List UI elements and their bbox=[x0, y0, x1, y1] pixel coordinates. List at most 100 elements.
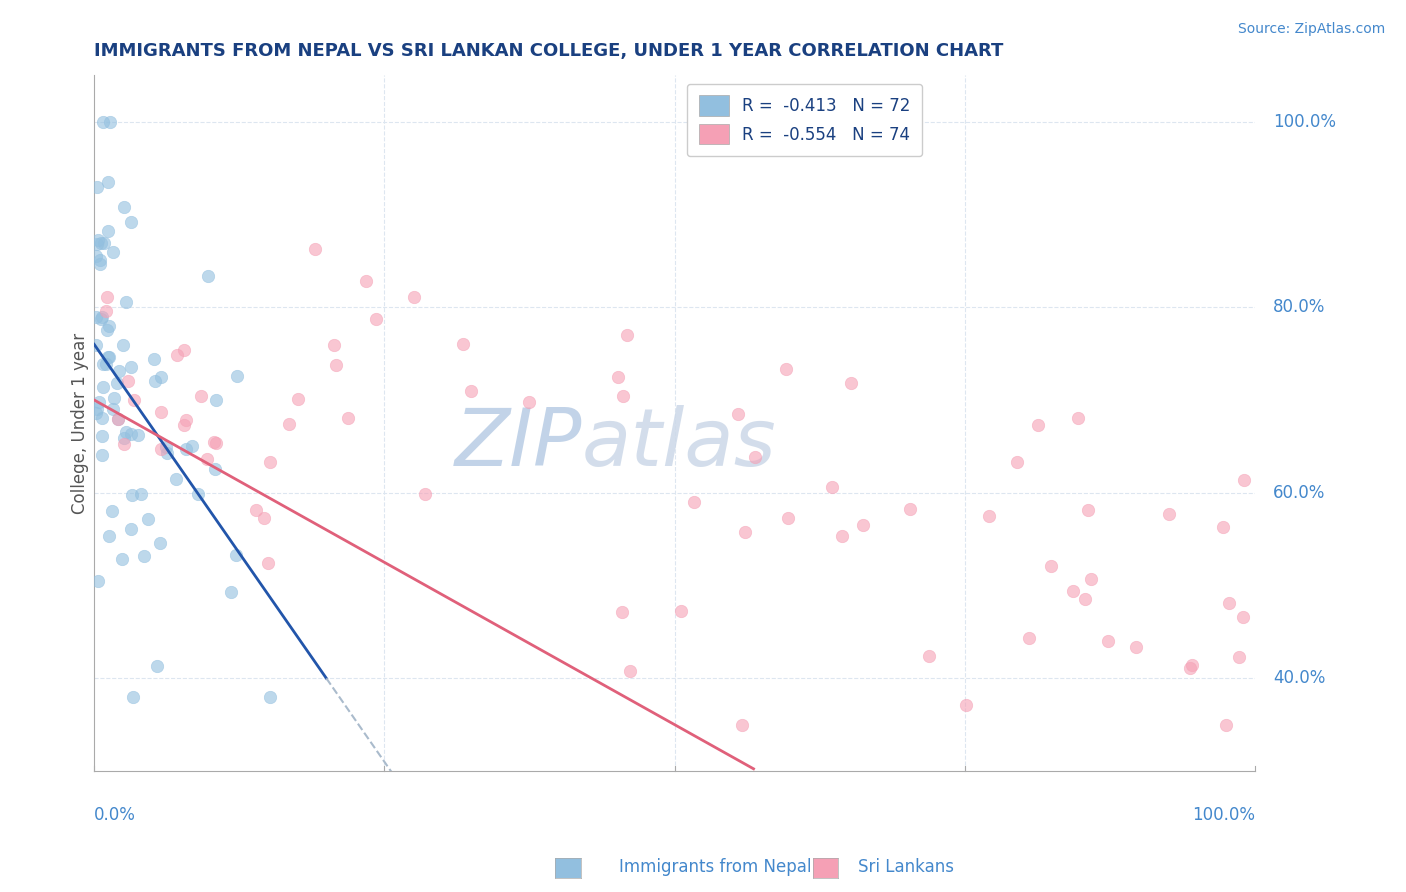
Point bbox=[91, 357, 114, 371]
Point bbox=[149, 405, 172, 419]
Point bbox=[1233, 473, 1256, 487]
Point bbox=[1040, 559, 1063, 574]
Point bbox=[150, 369, 173, 384]
Point bbox=[955, 698, 977, 713]
Point bbox=[1018, 631, 1040, 645]
Point bbox=[606, 370, 628, 384]
Text: 40.0%: 40.0% bbox=[1272, 669, 1326, 688]
Point bbox=[87, 574, 110, 588]
Point bbox=[86, 401, 108, 416]
Point bbox=[1097, 633, 1119, 648]
Point bbox=[616, 327, 638, 342]
Point bbox=[245, 502, 267, 516]
Point bbox=[1159, 507, 1181, 521]
Text: 100.0%: 100.0% bbox=[1272, 112, 1336, 130]
Text: Source: ZipAtlas.com: Source: ZipAtlas.com bbox=[1237, 22, 1385, 37]
Point bbox=[96, 224, 118, 238]
Point bbox=[174, 442, 197, 456]
Point bbox=[155, 441, 177, 455]
Point bbox=[734, 524, 756, 539]
Point bbox=[101, 401, 124, 416]
Point bbox=[121, 522, 143, 536]
Point bbox=[225, 368, 247, 383]
Point bbox=[107, 411, 129, 425]
Point bbox=[165, 471, 187, 485]
Text: 0.0%: 0.0% bbox=[94, 806, 136, 824]
Point bbox=[149, 442, 172, 457]
Point bbox=[918, 648, 941, 663]
Text: ZIP: ZIP bbox=[454, 405, 582, 483]
Point bbox=[775, 362, 797, 376]
Point bbox=[252, 511, 274, 525]
Point bbox=[731, 717, 754, 731]
Point bbox=[364, 312, 387, 326]
Point bbox=[519, 395, 541, 409]
Point bbox=[205, 392, 228, 407]
Text: 80.0%: 80.0% bbox=[1272, 298, 1326, 316]
Point bbox=[124, 392, 146, 407]
Point bbox=[174, 413, 197, 427]
Point bbox=[278, 417, 301, 431]
Point bbox=[129, 486, 152, 500]
Point bbox=[97, 350, 120, 364]
Point bbox=[89, 395, 111, 409]
Point bbox=[852, 517, 875, 532]
Point bbox=[683, 495, 706, 509]
Point bbox=[180, 440, 202, 454]
Point bbox=[93, 235, 115, 250]
Point bbox=[91, 429, 114, 443]
Point bbox=[1212, 520, 1234, 534]
Point bbox=[91, 448, 114, 462]
Point bbox=[1178, 661, 1201, 675]
Point bbox=[190, 389, 212, 403]
Y-axis label: College, Under 1 year: College, Under 1 year bbox=[72, 333, 89, 514]
Point bbox=[97, 318, 120, 333]
Point bbox=[86, 180, 108, 194]
Point bbox=[1227, 650, 1250, 665]
Point bbox=[86, 310, 108, 324]
Point bbox=[1181, 658, 1204, 673]
Point bbox=[173, 343, 195, 358]
Point bbox=[451, 337, 474, 351]
Point bbox=[96, 290, 118, 304]
Point bbox=[97, 175, 120, 189]
Point bbox=[197, 268, 219, 283]
Point bbox=[86, 406, 108, 420]
Point bbox=[1215, 717, 1237, 731]
Point bbox=[143, 351, 166, 366]
Point bbox=[91, 380, 114, 394]
Point bbox=[225, 548, 247, 562]
Point bbox=[166, 348, 188, 362]
Point bbox=[127, 427, 149, 442]
Point bbox=[839, 376, 862, 390]
Point bbox=[149, 536, 172, 550]
Point bbox=[1080, 572, 1102, 586]
Point bbox=[727, 407, 749, 421]
Point bbox=[821, 480, 844, 494]
Point bbox=[173, 417, 195, 432]
Point bbox=[197, 452, 219, 467]
Point bbox=[115, 294, 138, 309]
Point bbox=[98, 114, 121, 128]
Point bbox=[86, 249, 108, 263]
Point bbox=[101, 504, 124, 518]
Point bbox=[108, 364, 131, 378]
Point bbox=[115, 425, 138, 439]
Point bbox=[336, 411, 359, 425]
Point bbox=[205, 435, 228, 450]
Point bbox=[257, 557, 280, 571]
Legend: R =  -0.413   N = 72, R =  -0.554   N = 74: R = -0.413 N = 72, R = -0.554 N = 74 bbox=[688, 84, 922, 156]
Point bbox=[354, 274, 377, 288]
Point bbox=[325, 358, 347, 372]
Text: Immigrants from Nepal: Immigrants from Nepal bbox=[619, 858, 811, 876]
Point bbox=[94, 304, 117, 318]
Point bbox=[1062, 583, 1084, 598]
Point bbox=[105, 376, 128, 391]
Point bbox=[121, 488, 143, 502]
Point bbox=[1077, 503, 1099, 517]
Point bbox=[776, 511, 799, 525]
Point bbox=[89, 252, 111, 267]
Point bbox=[90, 411, 112, 425]
Point bbox=[89, 256, 111, 270]
Point bbox=[111, 551, 134, 566]
